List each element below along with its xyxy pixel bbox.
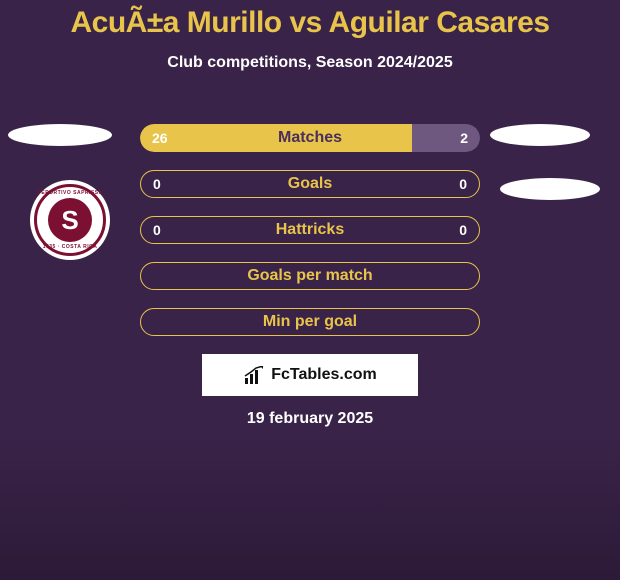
page-title: AcuÃ±a Murillo vs Aguilar Casares — [0, 0, 620, 40]
stat-row: Goals per match — [140, 262, 480, 290]
club-badge-letter: S — [48, 198, 92, 242]
stat-label: Goals per match — [247, 267, 372, 285]
stat-label: Matches — [278, 129, 342, 147]
stat-row: Min per goal — [140, 308, 480, 336]
stat-value-left: 26 — [152, 130, 168, 146]
stat-value-right: 0 — [459, 176, 467, 192]
stat-rows: 26 2 Matches 0 0 Goals 0 0 Hattricks Goals per ma… — [140, 124, 480, 354]
crest-placeholder-bottom-right — [500, 178, 600, 200]
stat-label: Goals — [288, 175, 332, 193]
stat-label: Hattricks — [276, 221, 344, 239]
subtitle: Club competitions, Season 2024/2025 — [0, 54, 620, 72]
chart-icon — [243, 366, 265, 384]
club-badge-top-text: DEPORTIVO SAPRISSA — [37, 190, 102, 196]
bar-fill-right — [412, 124, 480, 152]
crest-placeholder-top-left — [8, 124, 112, 146]
stat-label: Min per goal — [263, 313, 357, 331]
stat-value-left: 0 — [153, 176, 161, 192]
brand-box: FcTables.com — [202, 354, 418, 396]
crest-placeholder-top-right — [490, 124, 590, 146]
club-badge-bot-text: 1935 · COSTA RICA — [43, 244, 98, 250]
stat-value-right: 2 — [460, 130, 468, 146]
stat-value-right: 0 — [459, 222, 467, 238]
stat-row: 0 0 Hattricks — [140, 216, 480, 244]
bar-fill-left — [140, 124, 412, 152]
stat-row: 26 2 Matches — [140, 124, 480, 152]
brand-text: FcTables.com — [271, 366, 377, 384]
stat-value-left: 0 — [153, 222, 161, 238]
stat-row: 0 0 Goals — [140, 170, 480, 198]
club-badge-ring: DEPORTIVO SAPRISSA S 1935 · COSTA RICA — [34, 184, 106, 256]
date-text: 19 february 2025 — [0, 410, 620, 428]
club-badge: DEPORTIVO SAPRISSA S 1935 · COSTA RICA — [30, 180, 110, 260]
comparison-card: AcuÃ±a Murillo vs Aguilar Casares Club c… — [0, 0, 620, 580]
